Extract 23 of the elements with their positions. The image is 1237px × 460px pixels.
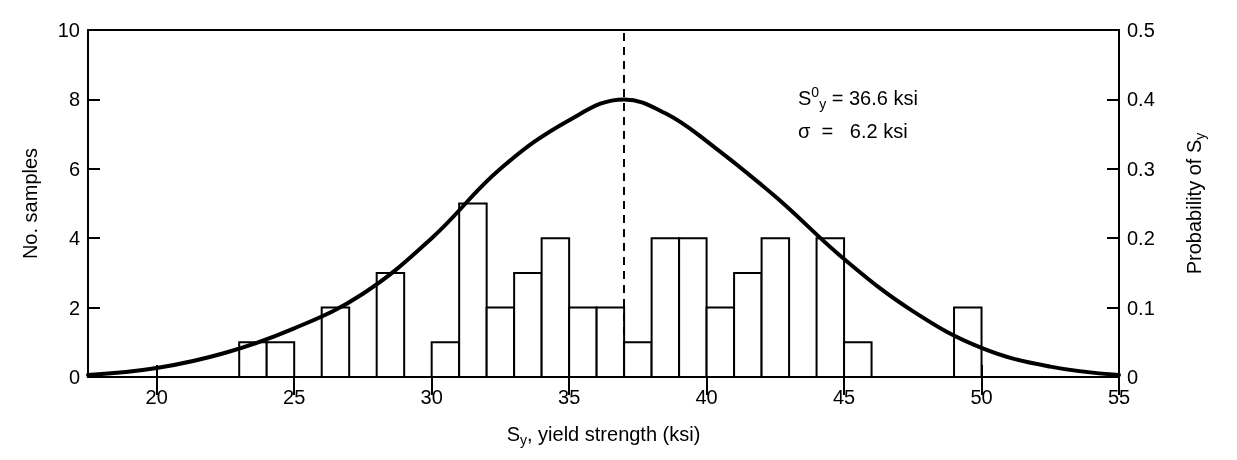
y-tick-label: 10 [57,19,80,41]
y2-axis-title: Probability of Sy [1183,132,1208,275]
y-tick-label: 6 [68,157,80,180]
y-tick-label: 4 [68,227,80,250]
x-tick-label: 35 [558,386,581,408]
y-tick-label: 8 [68,88,80,111]
x-tick-label: 55 [1107,386,1131,408]
y-axis-title: No. samples [19,147,41,260]
y2-tick-label: 0.2 [1127,227,1155,250]
y-tick-label: 0 [68,366,80,388]
x-tick-label: 45 [832,386,856,408]
y2-tick-label: 0.4 [1127,88,1155,111]
y2-tick-label: 0.3 [1127,157,1155,180]
y2-tick-label: 0 [1127,366,1139,388]
x-tick-label: 30 [420,386,443,408]
y2-tick-label: 0.1 [1127,296,1155,319]
x-tick-label: 25 [283,386,306,408]
x-tick-label: 40 [695,386,718,408]
x-tick-label: 50 [970,386,993,408]
y-tick-label: 2 [68,296,80,319]
annotation: σ = 6.2 ksi [798,120,908,142]
y2-tick-label: 0.5 [1127,19,1155,41]
x-tick-label: 20 [145,386,168,408]
